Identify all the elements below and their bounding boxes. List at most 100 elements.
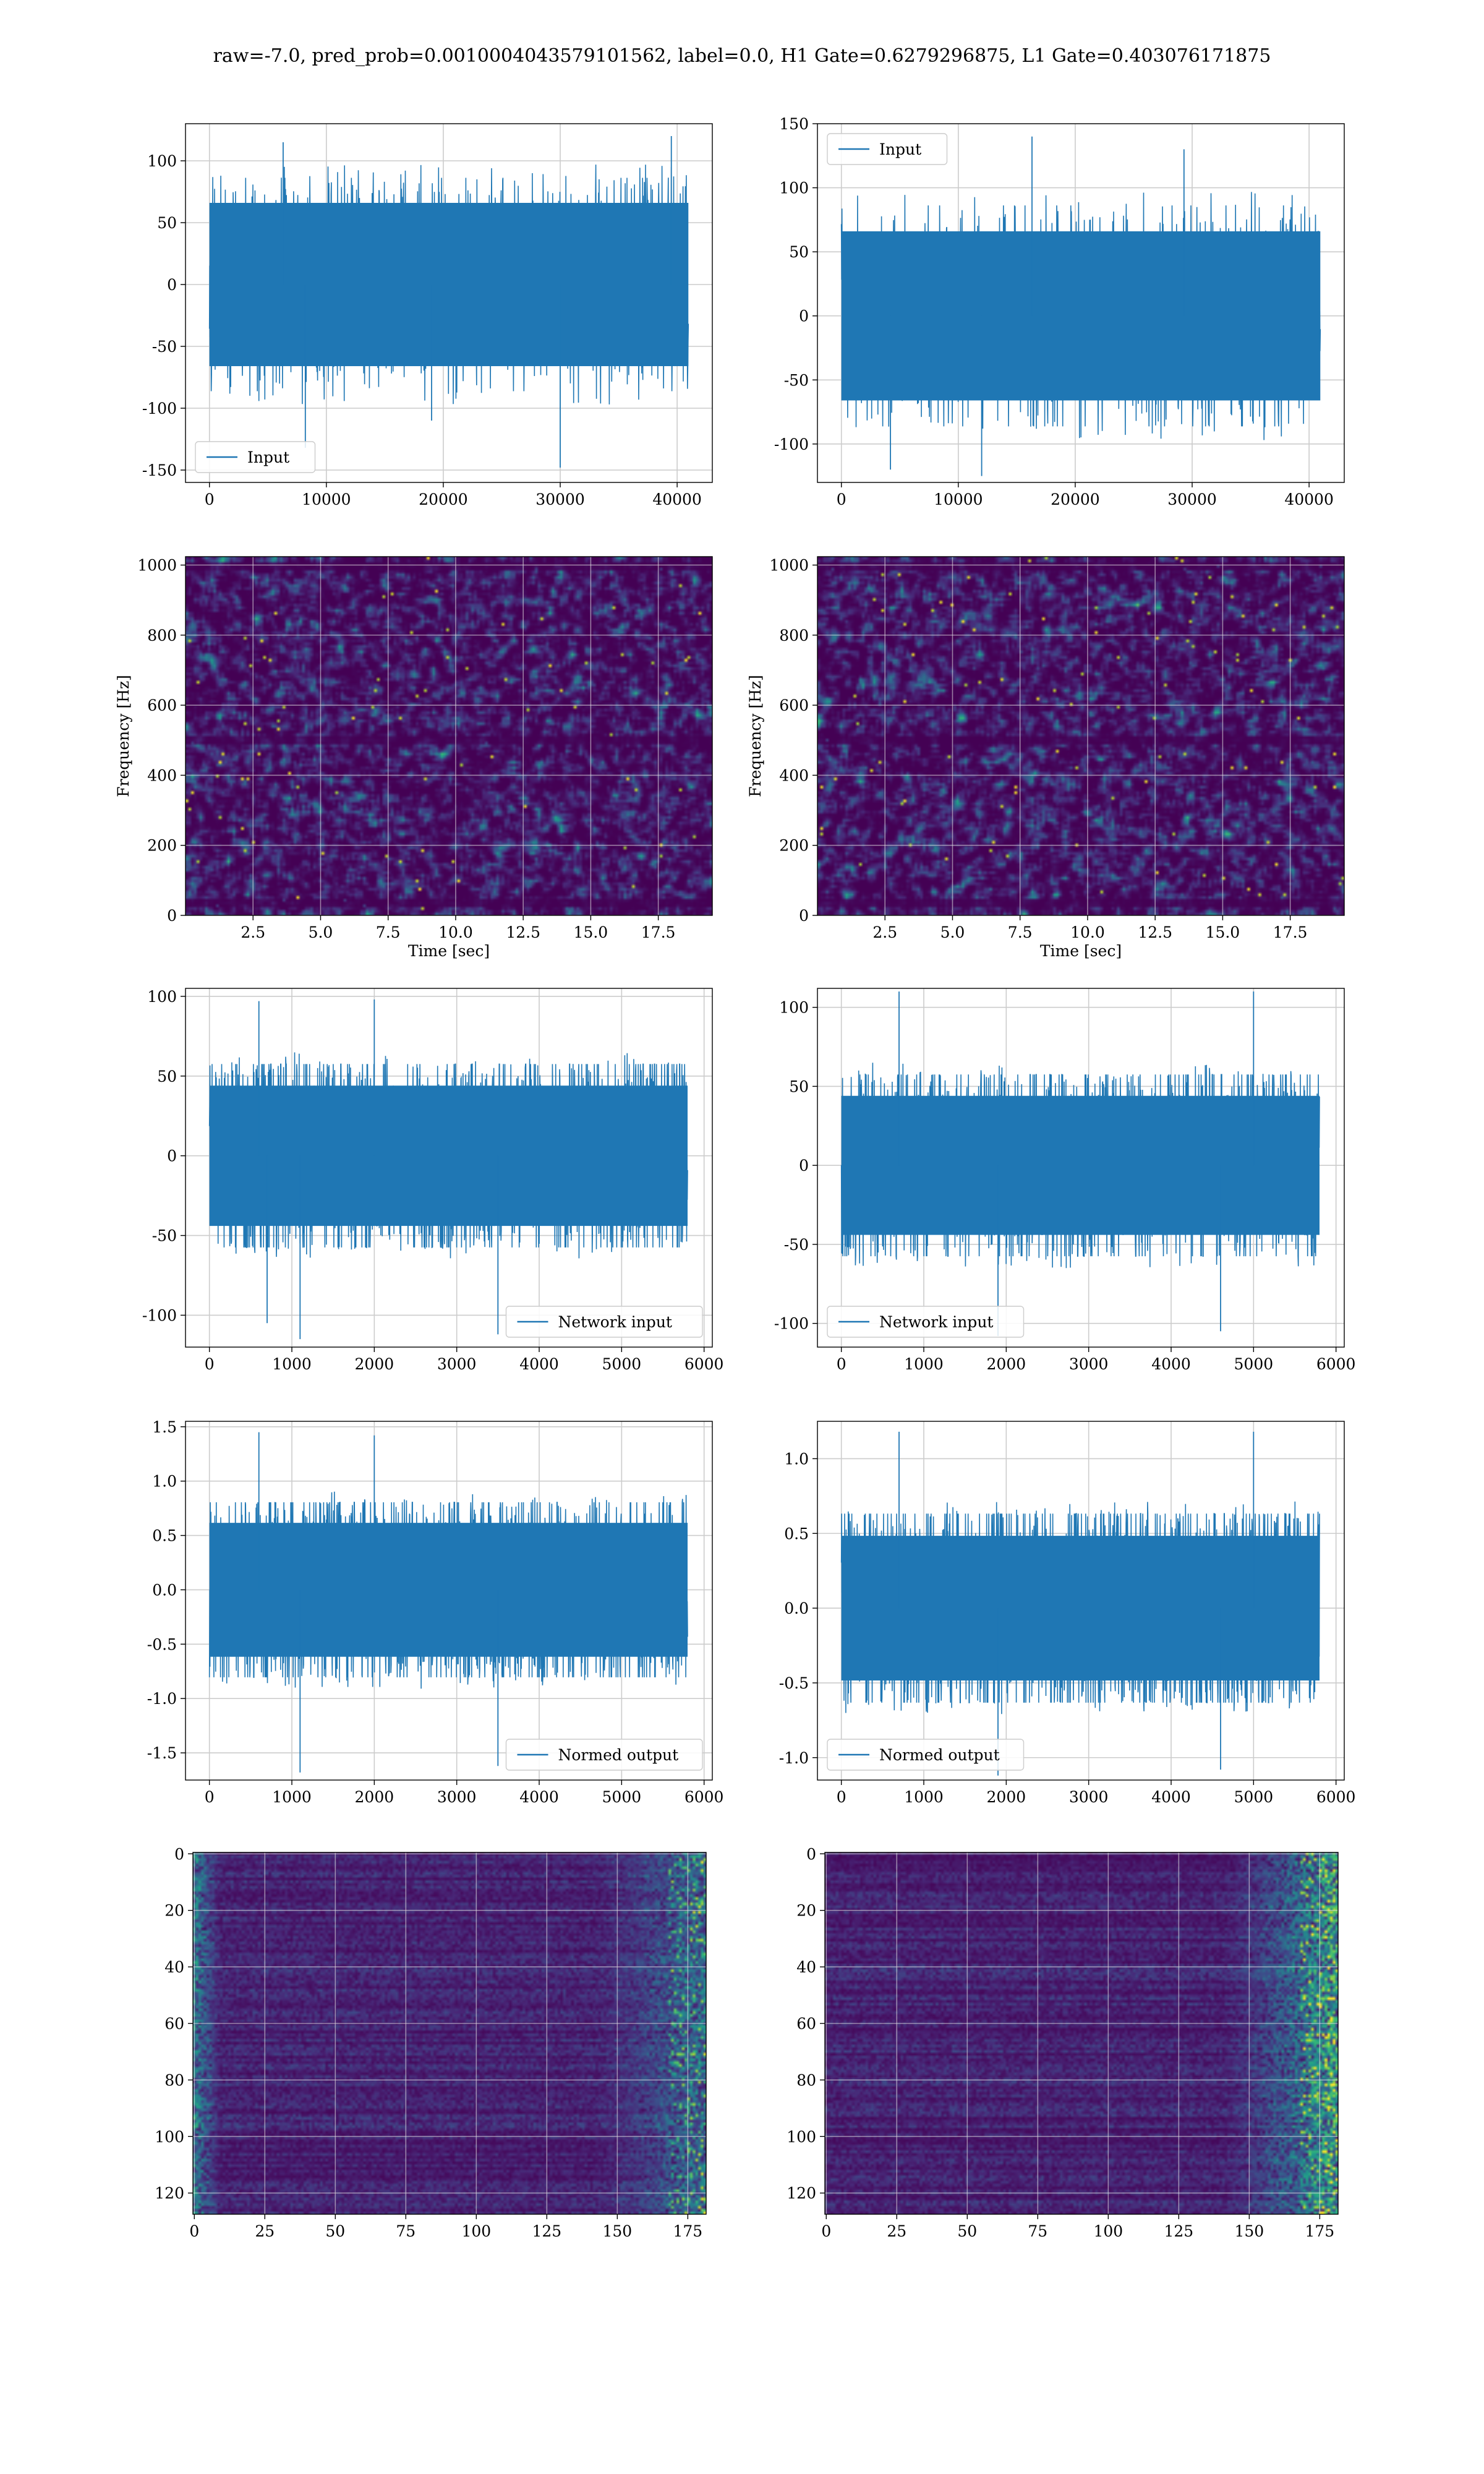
x-tick-label: 3000 <box>437 1788 477 1806</box>
x-tick-label: 3000 <box>1069 1355 1109 1373</box>
panel-row5-right: 0 25 50 75 100 125 150 175 0 20 40 60 80 100 120 <box>787 1845 1339 2240</box>
axes-frame <box>817 123 1345 483</box>
y-tick-label: -1.5 <box>147 1744 177 1762</box>
x-tick-label: 12.5 <box>1138 923 1172 941</box>
y-tick-label: 400 <box>779 766 809 784</box>
legend: Network input <box>505 1306 703 1338</box>
y-tick-label: 600 <box>147 696 177 714</box>
panel-row3-right: 0 1000 2000 3000 4000 5000 6000 -100 -50 0 50 100 Ne… <box>774 988 1355 1373</box>
x-axis-label: Time [sec] <box>1040 942 1122 960</box>
plot-area <box>817 1421 1344 1780</box>
x-tick-label: 12.5 <box>506 923 540 941</box>
legend-box <box>505 1739 703 1771</box>
x-tick-label: 0 <box>189 2222 199 2240</box>
x-tick-label: 2000 <box>987 1788 1026 1806</box>
y-tick-label: 120 <box>155 2185 184 2202</box>
panel-row2-left: 2.5 5.0 7.5 10.0 12.5 15.0 17.5 0 200 400 600 800 10… <box>114 556 713 960</box>
x-tick-label: 50 <box>325 2222 345 2240</box>
y-tick-label: 200 <box>779 837 809 855</box>
y-tick-label: 50 <box>157 214 177 232</box>
plot-area <box>817 124 1344 482</box>
y-tick-label: 0 <box>167 276 177 294</box>
axes-frame <box>185 1421 713 1781</box>
legend-label: Input <box>879 140 921 158</box>
x-tick-label: 50 <box>957 2222 977 2240</box>
y-tick-label: 1.5 <box>152 1418 177 1436</box>
x-tick-label: 40000 <box>1284 490 1334 508</box>
y-tick-label: -100 <box>774 435 809 453</box>
x-tick-label: 0 <box>837 1788 846 1806</box>
y-tick-label: -100 <box>774 1315 809 1333</box>
x-tick-label: 1000 <box>904 1355 944 1373</box>
legend-label: Normed output <box>558 1746 679 1764</box>
y-tick-label: 400 <box>147 766 177 784</box>
x-tick-label: 0 <box>205 1355 215 1373</box>
legend: Input <box>195 441 316 473</box>
x-tick-label: 15.0 <box>574 923 608 941</box>
legend-box <box>195 441 316 473</box>
x-tick-label: 2000 <box>355 1355 394 1373</box>
series-core <box>209 1523 688 1657</box>
y-axis-label: Frequency [Hz] <box>746 675 764 797</box>
y-tick-label: 60 <box>796 2015 816 2033</box>
axes-frame <box>185 556 713 916</box>
y-tick-label: 20 <box>164 1902 184 1920</box>
x-tick-label: 0 <box>837 1355 846 1373</box>
y-tick-label: 0 <box>799 307 809 325</box>
x-tick-label: 4000 <box>519 1355 559 1373</box>
x-tick-label: 3000 <box>1069 1788 1109 1806</box>
y-tick-label: -50 <box>784 1236 809 1254</box>
x-tick-label: 25 <box>255 2222 275 2240</box>
y-axis-label: Frequency [Hz] <box>114 675 132 797</box>
x-tick-label: 75 <box>396 2222 416 2240</box>
legend: Normed output <box>505 1739 703 1771</box>
series-core <box>841 1536 1320 1681</box>
x-tick-label: 150 <box>602 2222 632 2240</box>
x-tick-label: 4000 <box>1151 1788 1191 1806</box>
y-tick-label: 100 <box>779 999 809 1017</box>
x-tick-label: 125 <box>532 2222 561 2240</box>
x-tick-label: 6000 <box>1316 1788 1356 1806</box>
x-tick-label: 4000 <box>519 1788 559 1806</box>
y-tick-label: 100 <box>779 179 809 197</box>
axes-frame <box>185 988 713 1348</box>
plot-area <box>817 557 1344 915</box>
y-tick-label: 0 <box>806 1845 816 1863</box>
x-tick-label: 5000 <box>1234 1788 1274 1806</box>
legend: Input <box>827 133 948 165</box>
x-tick-label: 17.5 <box>641 923 676 941</box>
x-tick-label: 1000 <box>904 1788 944 1806</box>
x-tick-label: 100 <box>1093 2222 1123 2240</box>
legend-label: Normed output <box>879 1746 1000 1764</box>
y-tick-label: 100 <box>787 2128 816 2146</box>
x-tick-label: 5.0 <box>940 923 965 941</box>
y-tick-label: 0 <box>799 1157 809 1175</box>
legend-box <box>827 1306 1025 1338</box>
y-tick-label: 100 <box>147 152 177 170</box>
x-tick-label: 0 <box>821 2222 831 2240</box>
y-tick-label: -0.5 <box>779 1674 809 1692</box>
y-tick-label: -50 <box>784 371 809 389</box>
y-tick-label: 100 <box>147 988 177 1006</box>
x-tick-label: 2.5 <box>241 923 265 941</box>
x-tick-label: 30000 <box>1167 490 1217 508</box>
y-tick-label: 800 <box>779 627 809 644</box>
x-tick-label: 10.0 <box>438 923 473 941</box>
panel-row3-left: 0 1000 2000 3000 4000 5000 6000 -100 -50 0 50 100 Ne… <box>142 988 724 1373</box>
y-tick-label: 100 <box>155 2128 184 2146</box>
y-tick-label: 1000 <box>137 557 177 575</box>
y-tick-label: -50 <box>152 338 177 356</box>
legend-box <box>827 133 948 165</box>
x-tick-label: 10000 <box>302 490 351 508</box>
y-tick-label: 80 <box>164 2071 184 2089</box>
panel-row4-right: 0 1000 2000 3000 4000 5000 6000 -1.0 -0.5 0.0 0.5 1… <box>779 1421 1356 1806</box>
x-tick-label: 30000 <box>535 490 585 508</box>
x-tick-label: 75 <box>1028 2222 1047 2240</box>
x-tick-label: 7.5 <box>1008 923 1033 941</box>
plot-area <box>825 1852 1338 2214</box>
x-tick-label: 5000 <box>602 1355 642 1373</box>
y-tick-label: 50 <box>157 1068 177 1085</box>
panel-row1-right: 0 10000 20000 30000 40000 -100 -50 0 50 100 150 Inp… <box>774 115 1345 508</box>
x-tick-label: 15.0 <box>1206 923 1240 941</box>
